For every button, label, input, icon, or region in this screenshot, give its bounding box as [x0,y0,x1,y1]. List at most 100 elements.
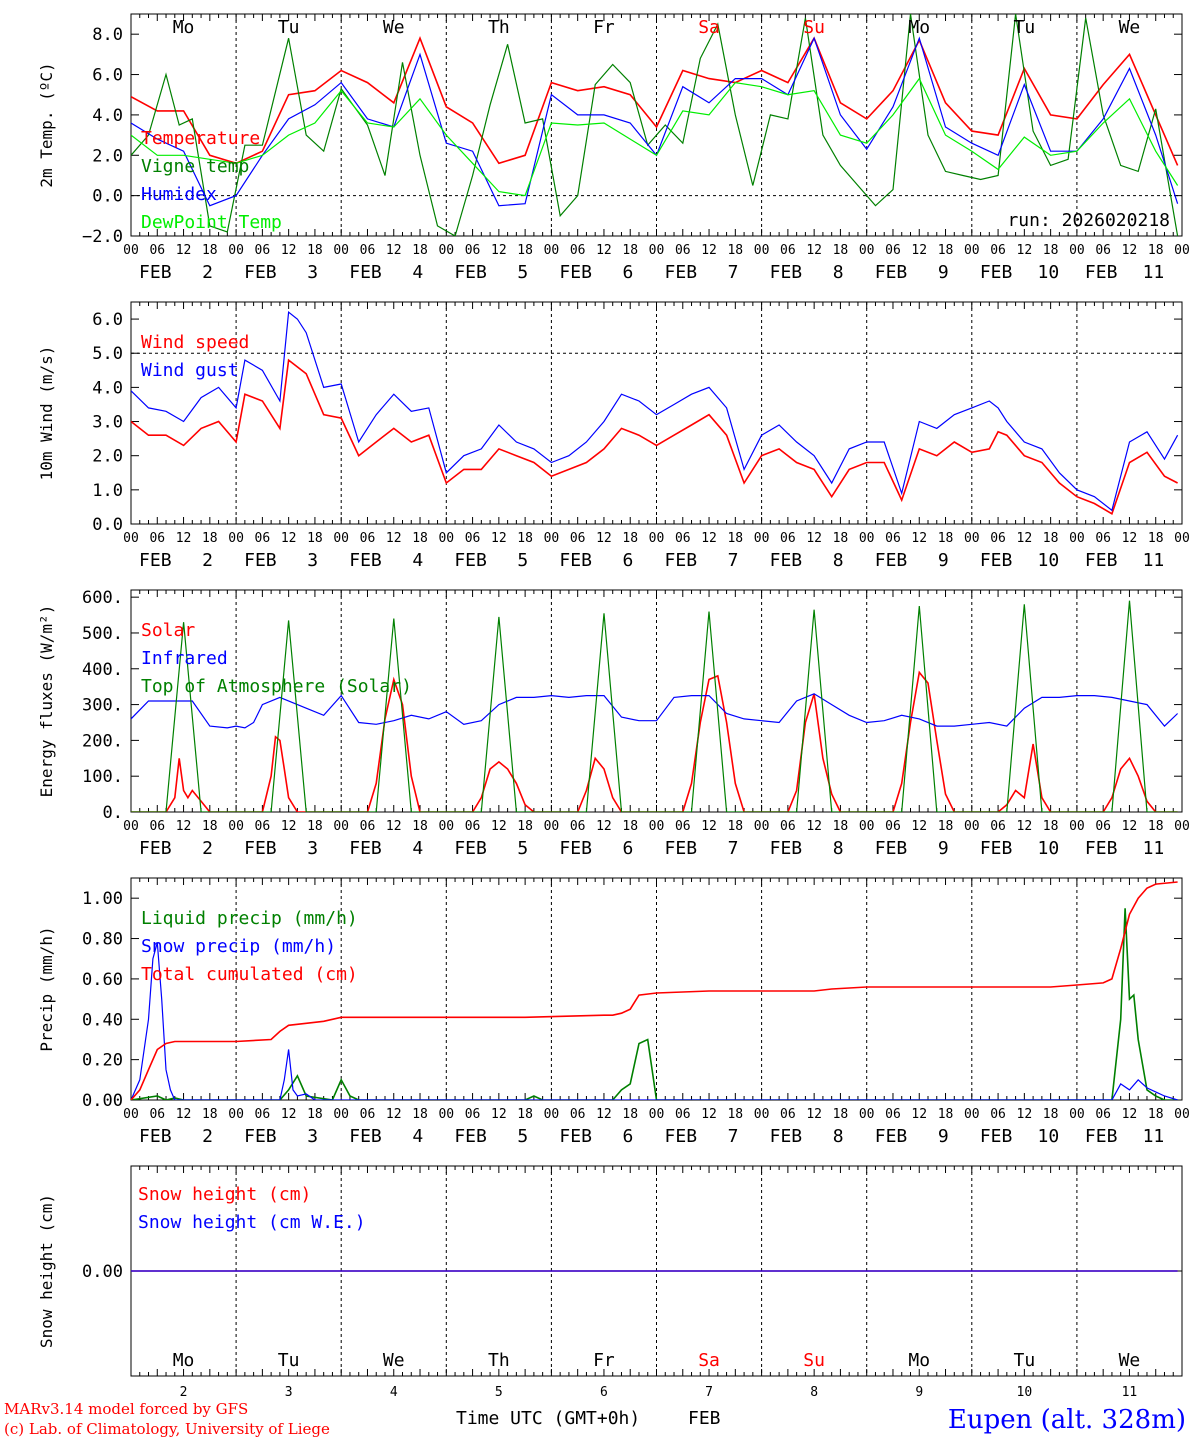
x-tick-label: 18 [727,819,743,834]
x-tick-label: 00 [544,1107,560,1122]
date-month-label: FEB [559,262,592,283]
date-month-label: FEB [349,1126,382,1147]
x-tick-label: 18 [938,819,954,834]
date-month-label: FEB [770,550,803,571]
x-tick-label: 18 [833,243,849,258]
x-tick-label: 06 [465,1107,481,1122]
x-tick-label: 18 [1043,243,1059,258]
legend-entry: Infrared [141,648,228,669]
x-tick-label: 06 [255,1107,271,1122]
x-tick-label: 12 [491,531,507,546]
y-tick-label: 0.40 [82,1010,123,1030]
series-line-humidex [131,36,1179,207]
date-day-label: 10 [1038,550,1060,571]
x-tick-label: 00 [964,243,980,258]
date-day-label: 6 [623,262,634,283]
date-month-label: FEB [980,262,1013,283]
x-tick-label: 12 [386,531,402,546]
x-tick-label: 00 [754,1107,770,1122]
date-day-label: 5 [517,1126,528,1147]
y-tick-label: 600. [82,588,123,608]
legend-entry: Snow height (cm W.E.) [138,1212,366,1233]
legend-entry: Temperature [141,128,260,149]
date-month-label: FEB [1085,550,1118,571]
weekday-label: Su [803,1350,825,1371]
date-month-label: FEB [244,1126,277,1147]
footer-month: FEB [688,1408,721,1429]
date-day-label: 3 [307,550,318,571]
y-tick-label: 0.0 [92,187,123,207]
y-tick-label: 0. [103,803,123,823]
series-line-temperature [131,36,1179,166]
x-tick-label: 18 [202,1107,218,1122]
series-line-total-cumulated-cm- [131,881,1178,1100]
x-tick-label: 18 [1148,531,1164,546]
legend-entry: Wind speed [141,332,249,353]
x-tick-label: 12 [1122,819,1138,834]
x-tick-label: 06 [149,243,165,258]
series-line-wind-speed [131,358,1178,515]
date-month-label: FEB [980,550,1013,571]
date-day-label: 7 [728,1126,739,1147]
y-tick-label: 2.0 [92,146,123,166]
date-day-label: 7 [728,550,739,571]
x-tick-label: 18 [938,243,954,258]
x-tick-label: 06 [1095,819,1111,834]
x-tick-label: 12 [1017,819,1033,834]
weekday-label: Su [803,17,825,38]
x-tick-label: 06 [255,819,271,834]
date-month-label: FEB [1085,838,1118,859]
x-tick-label: 00 [1069,531,1085,546]
panel-5: 0.00 Snow height (cm) Snow height (cm) Snow… [37,1165,1183,1400]
weekday-label: Mo [908,1350,930,1371]
weekday-label: Sa [698,17,720,38]
y-tick-label: 6.0 [92,310,123,330]
y-tick-label: 1.00 [82,889,123,909]
series-line-infrared [131,693,1179,729]
x-tick-label: 06 [465,243,481,258]
x-tick-label: 06 [360,531,376,546]
x-tick-label: 06 [360,819,376,834]
date-month-label: FEB [139,1126,172,1147]
series-line-snow-precip-mm-h- [131,942,1178,1100]
x-tick-label: 00 [333,1107,349,1122]
x-tick-label: 00 [123,819,139,834]
date-day-label: 7 [728,262,739,283]
x-tick-label: 00 [859,819,875,834]
date-month-label: FEB [770,1126,803,1147]
weekday-label: We [1119,17,1141,38]
x-tick-label: 00 [333,819,349,834]
x-tick-label: 18 [833,1107,849,1122]
x-tick-label: 18 [1043,531,1059,546]
date-month-label: FEB [665,262,698,283]
x-tick-label: 00 [649,531,665,546]
x-tick-label: 12 [1017,1107,1033,1122]
x-tick-label: 18 [1043,1107,1059,1122]
weekday-label: Fr [593,17,615,38]
x-tick-label: 06 [570,243,586,258]
date-month-label: FEB [770,262,803,283]
x-tick-label: 12 [701,243,717,258]
x-tick-label: 12 [491,1107,507,1122]
date-month-label: FEB [244,838,277,859]
x-tick-label: 00 [123,531,139,546]
x-tick-label: 18 [622,1107,638,1122]
date-day-label: 11 [1143,1126,1165,1147]
weekday-label: Mo [173,1350,195,1371]
x-tick-label: 18 [1043,819,1059,834]
y-tick-label: 0.20 [82,1051,123,1071]
y-tick-label: 300. [82,696,123,716]
x-tick-label: 00 [228,531,244,546]
date-number-label: 2 [180,1385,188,1400]
panel-3: 0. 100. 200. 300. 400. 500. 600. Energy fluxes … [37,588,1190,859]
date-number-label: 8 [810,1385,818,1400]
x-tick-label: 18 [727,1107,743,1122]
weekday-label: Sa [698,1350,720,1371]
x-tick-label: 06 [885,243,901,258]
x-tick-label: 06 [675,243,691,258]
x-tick-label: 06 [360,243,376,258]
x-tick-label: 00 [754,531,770,546]
date-day-label: 9 [938,838,949,859]
y-tick-label: 6.0 [92,66,123,86]
y-tick-label: 0.80 [82,930,123,950]
